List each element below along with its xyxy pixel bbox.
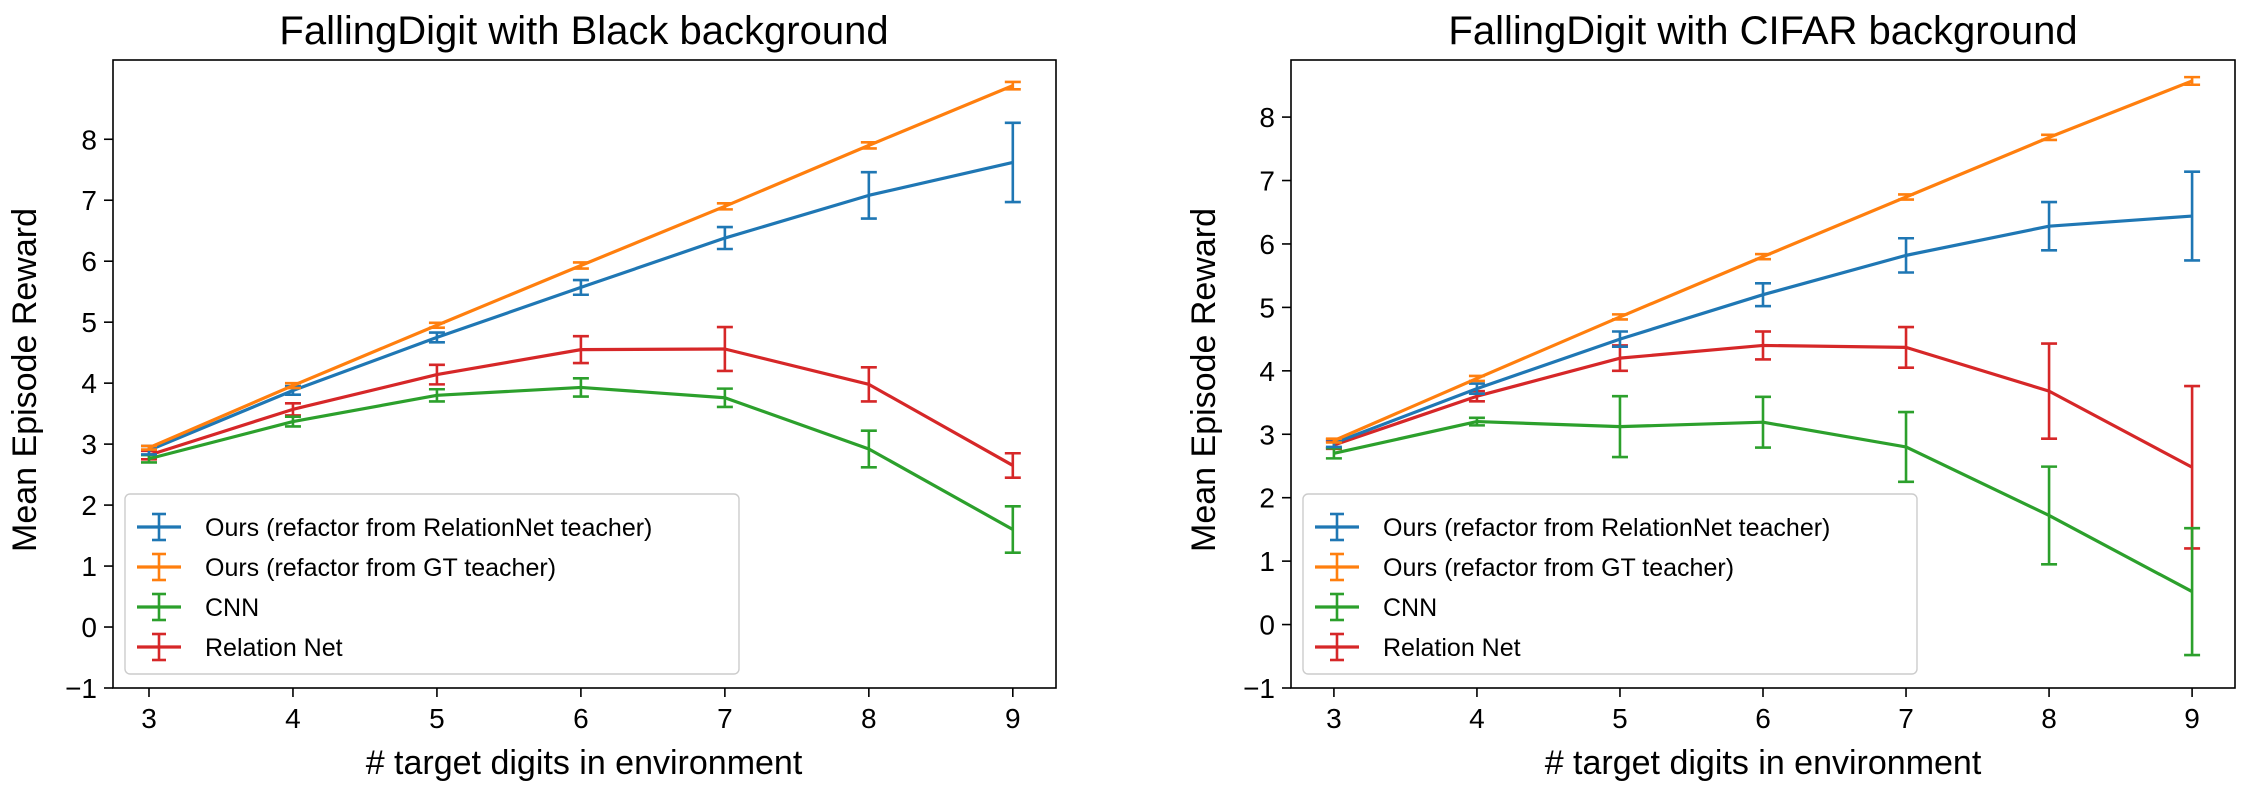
- series-relation-net: [140, 325, 1021, 479]
- series-line: [148, 160, 1014, 452]
- x-tick-label: 9: [2184, 703, 2200, 734]
- y-tick-label: 3: [1259, 419, 1275, 450]
- plot-frame: [112, 59, 1057, 689]
- x-tick-label: 7: [1898, 703, 1914, 734]
- legend-label: Relation Net: [1383, 634, 1521, 662]
- y-tick-label: 0: [1259, 610, 1275, 641]
- y-tick-label: 4: [1259, 356, 1275, 387]
- x-tick-label: 3: [1326, 703, 1342, 734]
- series-line: [1333, 79, 2193, 443]
- series-ours-refactor-from-gt-teacher-: [140, 80, 1021, 451]
- x-axis-label: # target digits in environment: [1545, 744, 1982, 782]
- legend-item: Relation Net: [1315, 632, 1521, 662]
- legend-item: Ours (refactor from GT teacher): [137, 552, 556, 582]
- y-tick-label: 3: [81, 429, 97, 460]
- series-ours-refactor-from-gt-teacher-: [1325, 75, 2201, 444]
- x-tick-label: 8: [861, 703, 877, 734]
- legend-item: CNN: [137, 592, 259, 622]
- chart-title: FallingDigit with CIFAR background: [1448, 9, 2077, 53]
- y-tick-label: 1: [81, 551, 97, 582]
- series-relation-net: [1325, 325, 2201, 550]
- legend-item: Ours (refactor from RelationNet teacher): [1315, 512, 1830, 542]
- legend-label: Ours (refactor from GT teacher): [1383, 554, 1734, 582]
- series-ours-refactor-from-relationnet-teacher-: [140, 121, 1021, 456]
- y-tick-label: 2: [81, 490, 97, 521]
- y-tick-label: 4: [81, 368, 97, 399]
- series-cnn: [140, 376, 1021, 554]
- y-tick-label: 8: [1259, 102, 1275, 133]
- series-line: [148, 347, 1014, 467]
- y-tick-label: 2: [1259, 483, 1275, 514]
- y-tick-label: 7: [1259, 166, 1275, 197]
- legend-label: Ours (refactor from RelationNet teacher): [205, 514, 652, 542]
- y-tick-label: 5: [1259, 292, 1275, 323]
- legend-label: CNN: [1383, 594, 1437, 622]
- x-tick-label: 3: [141, 703, 157, 734]
- x-tick-label: 8: [2041, 703, 2057, 734]
- legend-item: Relation Net: [137, 632, 343, 662]
- y-tick-label: 6: [81, 246, 97, 277]
- legend-item: CNN: [1315, 592, 1437, 622]
- legend-item: Ours (refactor from RelationNet teacher): [137, 512, 652, 542]
- legend-label: Ours (refactor from GT teacher): [205, 554, 556, 582]
- y-tick-label: 7: [81, 185, 97, 216]
- x-tick-label: 5: [429, 703, 445, 734]
- y-axis-label: Mean Episode Reward: [6, 208, 44, 552]
- legend: Ours (refactor from RelationNet teacher)…: [1302, 493, 1918, 675]
- legend-box: [1302, 493, 1918, 675]
- y-axis-label: Mean Episode Reward: [1185, 208, 1223, 552]
- x-tick-label: 4: [1469, 703, 1485, 734]
- legend-box: [124, 493, 740, 675]
- x-tick-label: 6: [573, 703, 589, 734]
- x-tick-label: 6: [1755, 703, 1771, 734]
- legend-label: Relation Net: [205, 634, 343, 662]
- legend-item: Ours (refactor from GT teacher): [1315, 552, 1734, 582]
- y-tick-label: 5: [81, 307, 97, 338]
- y-tick-label: 0: [81, 612, 97, 643]
- x-tick-label: 7: [717, 703, 733, 734]
- x-tick-label: 5: [1612, 703, 1628, 734]
- legend-label: CNN: [205, 594, 259, 622]
- legend-label: Ours (refactor from RelationNet teacher): [1383, 514, 1830, 542]
- y-tick-label: 8: [81, 124, 97, 155]
- y-tick-label: −1: [1243, 673, 1275, 704]
- y-tick-label: 1: [1259, 546, 1275, 577]
- x-axis-label: # target digits in environment: [366, 744, 803, 782]
- chart-black-background: FallingDigit with Black background # tar…: [6, 9, 1057, 782]
- y-tick-label: −1: [65, 673, 97, 704]
- legend: Ours (refactor from RelationNet teacher)…: [124, 493, 740, 675]
- chart-cifar-background: FallingDigit with CIFAR background # tar…: [1185, 9, 2236, 782]
- x-tick-label: 9: [1005, 703, 1021, 734]
- x-tick-label: 4: [285, 703, 301, 734]
- y-tick-label: 6: [1259, 229, 1275, 260]
- chart-title: FallingDigit with Black background: [279, 9, 888, 53]
